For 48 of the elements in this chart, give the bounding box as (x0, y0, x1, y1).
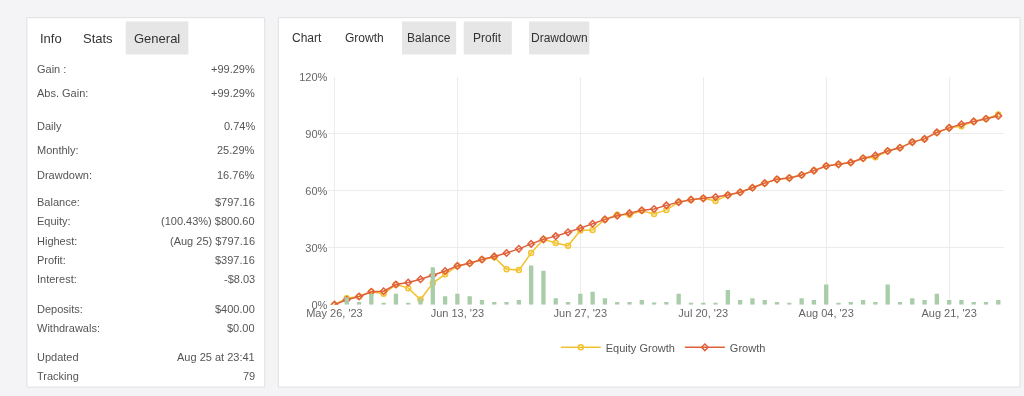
x-tick-label: Aug 21, '23 (921, 306, 977, 319)
text: Profit: (37, 254, 66, 266)
text: $0.00 (227, 322, 255, 334)
text: Abs. Gain: (37, 87, 89, 99)
text: Tracking (37, 370, 79, 382)
x-tick-label: Jun 27, '23 (553, 306, 608, 319)
text: Aug 25 at 23:41 (177, 351, 255, 363)
legend-label: Growth (729, 341, 766, 354)
text: Deposits: (37, 303, 83, 315)
text: (Aug 25) $797.16 (170, 235, 256, 247)
y-tick-label: 0% (311, 298, 328, 311)
text: Interest: (37, 273, 77, 285)
text: Daily (37, 120, 62, 132)
text: -$8.03 (224, 273, 256, 285)
text: Growth (345, 31, 384, 45)
text: Withdrawals: (37, 322, 100, 334)
text: Monthly: (37, 144, 79, 156)
y-tick-label: 120% (299, 70, 328, 83)
text: $400.00 (215, 303, 255, 315)
x-tick-label: Jun 13, '23 (430, 306, 485, 319)
text: Chart (292, 31, 323, 45)
text: Balance: (37, 196, 80, 208)
text: 79 (243, 370, 256, 382)
text: $797.16 (215, 196, 255, 208)
text: 16.76% (217, 169, 255, 181)
text: Stats (83, 31, 114, 46)
text: (100.43%) $800.60 (161, 215, 255, 227)
text: Drawdown: (37, 169, 93, 181)
text: 25.29% (217, 144, 255, 156)
text: Profit (473, 31, 502, 45)
text: Info (40, 31, 62, 46)
text: Updated (37, 351, 79, 363)
y-tick-label: 90% (305, 127, 328, 140)
text: 0.74% (224, 120, 256, 132)
y-tick-label: 60% (305, 184, 328, 197)
y-tick-label: 30% (305, 241, 328, 254)
text: General (134, 31, 181, 46)
text: +99.29% (211, 87, 255, 99)
text: Gain : (37, 63, 67, 75)
text: Drawdown (531, 31, 588, 45)
legend-label: Equity Growth (605, 341, 675, 354)
text: Balance (407, 31, 451, 45)
text: Equity: (37, 215, 71, 227)
x-tick-label: Aug 04, '23 (798, 306, 854, 319)
text: $397.16 (215, 254, 255, 266)
text: Highest: (37, 235, 78, 247)
x-tick-label: Jul 20, '23 (678, 306, 729, 319)
text: +99.29% (211, 63, 255, 75)
